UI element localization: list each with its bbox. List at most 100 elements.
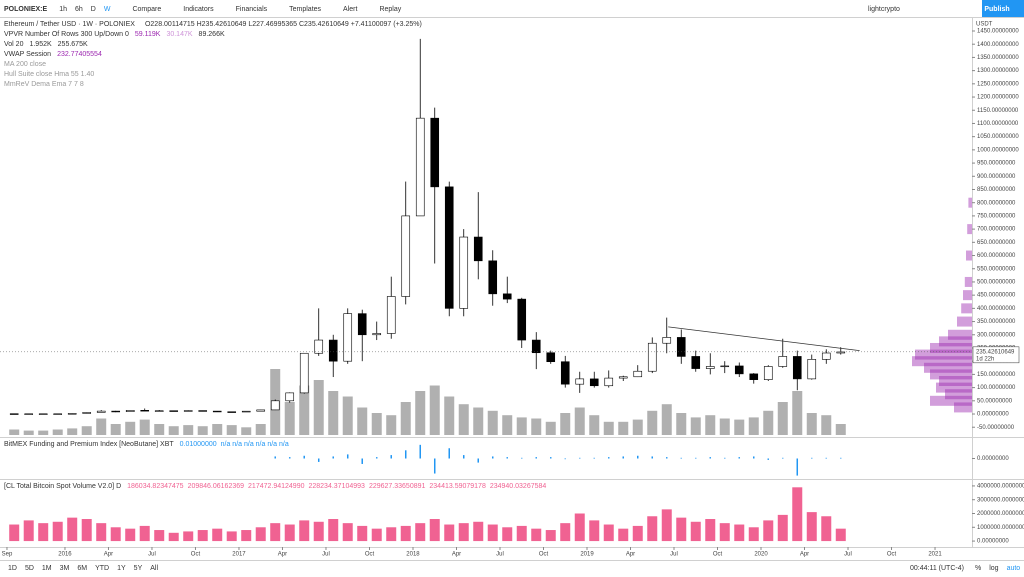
candle-body (734, 365, 744, 375)
bar (375, 457, 378, 459)
y-tick-label: 0.00000000 (977, 539, 1009, 545)
volume-profile-bar (939, 336, 972, 347)
candle-body (531, 339, 541, 354)
candle-body (792, 356, 802, 380)
candle-body (299, 352, 309, 394)
volume-bar (197, 426, 208, 435)
y-tick-label: 1400.00000000 (977, 42, 1019, 48)
interval-button[interactable]: W (104, 6, 111, 13)
y-tick-label: 950.00000000 (977, 161, 1016, 167)
volume-bar (415, 391, 426, 435)
pane-value: 229627.33650891 (369, 483, 426, 490)
range-button[interactable]: 6M (77, 565, 87, 572)
bar (705, 519, 716, 542)
range-button[interactable]: 1D (8, 565, 17, 572)
bar (680, 457, 683, 459)
toolbar-button[interactable]: Alert (343, 6, 357, 13)
indicator-value: 232.77405554 (57, 51, 102, 58)
candle-body (82, 412, 92, 414)
indicator-value: 1.952K (29, 41, 52, 48)
bar (303, 455, 305, 459)
interval-button[interactable]: 1h (59, 6, 67, 13)
bar (400, 525, 411, 542)
toolbar-button[interactable]: Compare (132, 6, 161, 13)
x-tick-label: Apr (800, 552, 809, 558)
bar (448, 448, 450, 459)
volume-bar (560, 413, 571, 435)
candle-body (401, 215, 411, 297)
candle-body (198, 410, 208, 412)
publish-button[interactable] (982, 0, 1024, 17)
volume-bar (226, 425, 237, 435)
indicator-name: VWAP Session (4, 51, 51, 58)
range-button[interactable]: 3M (60, 565, 70, 572)
interval-button[interactable]: 6h (75, 6, 83, 13)
scale-option[interactable]: % (975, 565, 981, 572)
x-tick-label: Oct (191, 552, 201, 558)
bar (67, 517, 78, 542)
bar (690, 521, 701, 542)
candle-body (241, 410, 251, 413)
interval-button[interactable]: D (91, 6, 96, 13)
toolbar-button[interactable]: Replay (379, 6, 401, 13)
range-button[interactable]: 1M (42, 565, 52, 572)
candle-body (546, 352, 556, 363)
toolbar-button[interactable]: Indicators (183, 6, 214, 13)
bar (763, 520, 774, 542)
bar (299, 520, 310, 542)
volume-bar (603, 421, 614, 435)
bar (792, 487, 803, 542)
volume-bar (52, 429, 63, 435)
range-button[interactable]: YTD (95, 565, 109, 572)
currency-label: USDT (976, 22, 993, 28)
pane-value: 209846.06162369 (188, 483, 245, 490)
volume-bar (284, 402, 295, 435)
range-button[interactable]: 5D (25, 565, 34, 572)
candle-body (314, 339, 324, 354)
x-tick-label: Oct (887, 552, 897, 558)
bar (23, 520, 34, 542)
bar (415, 523, 426, 542)
y-tick-label: 1200.00000000 (977, 95, 1019, 101)
volume-bar (212, 424, 223, 435)
volume-profile-bar (912, 356, 972, 367)
publish-label[interactable]: Publish (984, 6, 1009, 13)
range-button[interactable]: 1Y (117, 565, 126, 572)
volume-bar (299, 385, 310, 435)
volume-bar (168, 426, 179, 435)
pane-value: 228234.37104993 (308, 483, 365, 490)
toolbar-bg (0, 0, 1024, 17)
scale-option[interactable]: log (989, 565, 998, 572)
candle-body (415, 117, 425, 217)
bar (821, 516, 832, 542)
volume-profile-bar (954, 402, 972, 413)
volume-bar (821, 415, 832, 435)
candle-body (589, 378, 599, 387)
toolbar-button[interactable]: Templates (289, 6, 321, 13)
x-tick-label: Jul (844, 552, 852, 558)
bar (110, 527, 121, 542)
range-button[interactable]: All (150, 565, 158, 572)
volume-bar (632, 419, 643, 435)
pane-value: 217472.94124990 (248, 483, 305, 490)
countdown-label: 1d 22h (976, 356, 994, 362)
candle-body (517, 298, 527, 341)
indicator-name: MmReV Dema Ema 7 7 8 (4, 81, 84, 88)
bar (419, 444, 421, 459)
volume-bar (400, 402, 411, 435)
x-tick-label: 2016 (58, 552, 72, 558)
bar (603, 524, 614, 542)
y-tick-label: 1300.00000000 (977, 68, 1019, 74)
bar (589, 520, 600, 542)
toolbar-button[interactable]: Financials (236, 6, 268, 13)
scale-option[interactable]: auto (1007, 565, 1021, 572)
range-button[interactable]: 5Y (134, 565, 143, 572)
volume-profile-bar (963, 290, 972, 301)
bar (361, 458, 363, 464)
user-menu[interactable]: lightcrypto (868, 6, 900, 13)
bar (560, 523, 571, 542)
bar (473, 521, 484, 542)
symbol-button[interactable]: POLONIEX:E (4, 6, 48, 13)
last-price-label: 235.42610649 (976, 349, 1015, 355)
